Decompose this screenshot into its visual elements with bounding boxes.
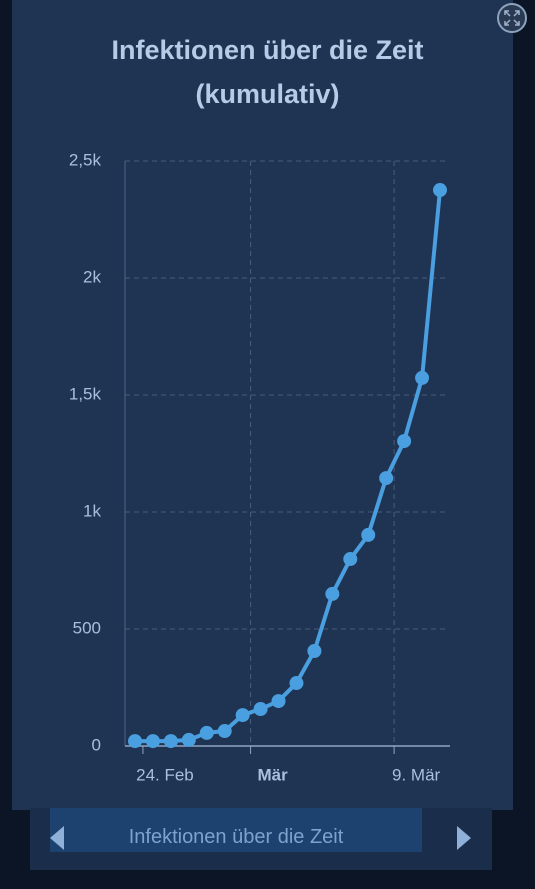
x-tick-label: 9. Mär — [392, 765, 441, 784]
y-tick-label: 1k — [83, 501, 101, 520]
y-tick-label: 0 — [92, 735, 101, 754]
data-point — [181, 732, 196, 747]
data-point — [253, 702, 268, 717]
data-point — [307, 643, 322, 658]
data-point — [325, 586, 340, 601]
y-tick-label: 2k — [83, 267, 101, 286]
data-point — [217, 724, 232, 739]
next-button[interactable] — [457, 826, 471, 850]
data-point — [271, 694, 286, 709]
data-point — [433, 183, 447, 198]
y-tick-label: 2,5k — [69, 150, 102, 169]
prev-button[interactable] — [50, 826, 64, 850]
data-point — [379, 471, 394, 486]
chart-title: Infektionen über die Zeit (kumulativ) — [111, 35, 424, 109]
y-tick-label: 500 — [73, 618, 101, 637]
data-point — [415, 370, 430, 385]
nav-label: Infektionen über die Zeit — [128, 826, 344, 848]
x-tick-label: Mär — [257, 765, 288, 784]
fullscreen-icon — [504, 10, 520, 26]
nav-highlight — [50, 808, 422, 852]
data-point — [145, 734, 160, 749]
data-point — [361, 527, 376, 542]
y-tick-label: 1,5k — [69, 384, 102, 403]
x-tick-label: 24. Feb — [136, 765, 194, 784]
chart: 0 500 1k 1,5k 2k 2,5k 24. Feb Mär 9. Mär — [69, 150, 450, 784]
chart-panel — [12, 0, 513, 810]
fullscreen-button[interactable] — [497, 3, 527, 33]
data-point — [128, 734, 142, 749]
data-point — [163, 734, 178, 749]
navigation-bar: Infektionen über die Zeit — [30, 808, 492, 870]
data-point — [397, 434, 412, 449]
data-point — [235, 708, 250, 723]
data-point — [199, 725, 214, 740]
data-point — [343, 552, 358, 567]
data-point — [289, 676, 304, 691]
